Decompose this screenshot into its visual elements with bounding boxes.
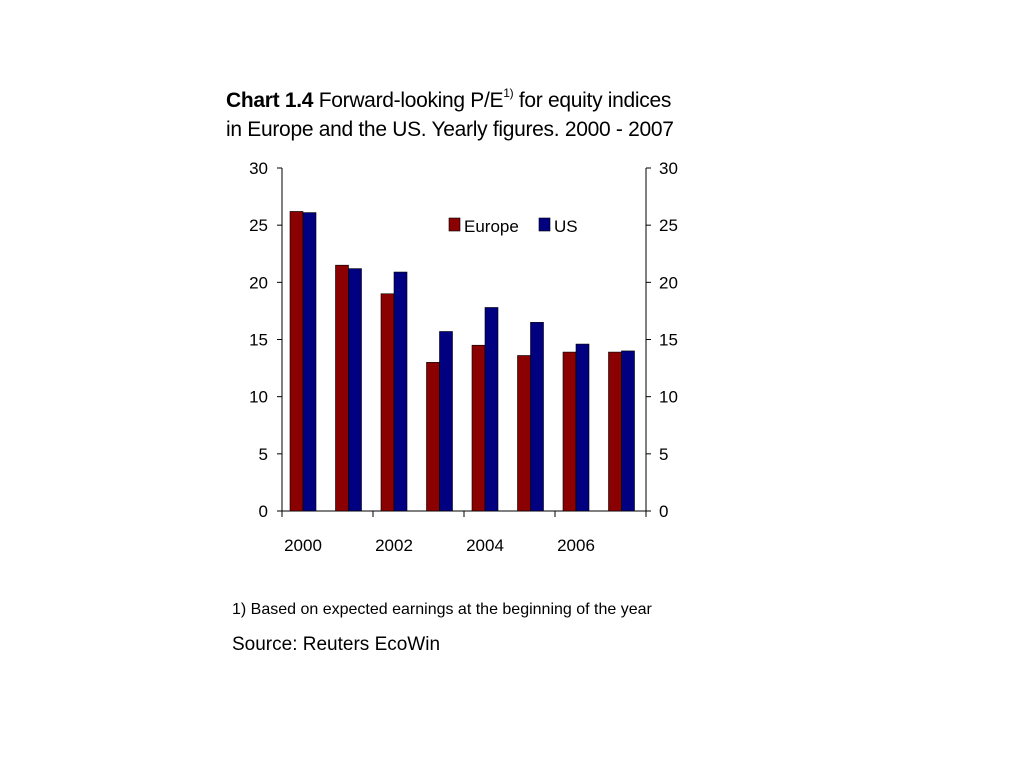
x-tick-label: 2006 [557, 536, 595, 555]
bar-europe-2007 [608, 351, 622, 512]
left-y-tick-label: 15 [249, 331, 268, 350]
title-line1: Forward-looking P/E [318, 89, 504, 112]
bar-europe-2006 [562, 351, 577, 512]
right-y-tick-label: 10 [659, 388, 678, 407]
bar-europe-2002 [380, 293, 395, 512]
legend-label-europe: Europe [464, 217, 519, 236]
source-note: Source: Reuters EcoWin [232, 634, 441, 655]
left-y-tick-label: 10 [249, 388, 268, 407]
title-line2: in Europe and the US. Yearly figures. 20… [226, 118, 674, 141]
bar-us-2006 [575, 343, 590, 512]
bar-us-2005 [530, 322, 544, 512]
bar-europe-2004 [471, 344, 486, 512]
x-tick-label: 2002 [375, 536, 413, 555]
bar-us-2001 [348, 268, 362, 512]
title-footnote-marker: 1) [503, 86, 514, 100]
bar-us-2007 [621, 350, 635, 512]
right-y-tick-label: 15 [659, 331, 678, 350]
bar-europe-2000 [289, 211, 304, 512]
chart-number: Chart 1.4 [226, 89, 314, 112]
left-y-tick-label: 5 [259, 445, 268, 464]
footnote: 1) Based on expected earnings at the beg… [232, 601, 652, 618]
bar-us-2002 [393, 271, 408, 512]
bar-us-2003 [439, 331, 453, 512]
x-tick-label: 2004 [466, 536, 504, 555]
left-y-tick-label: 0 [259, 502, 268, 521]
bar-europe-2001 [335, 264, 349, 512]
right-y-tick-label: 25 [659, 216, 678, 235]
left-y-tick-label: 20 [249, 273, 268, 292]
bar-europe-2003 [426, 362, 440, 512]
legend-swatch-europe [448, 217, 461, 232]
bar-us-2004 [484, 307, 499, 512]
left-y-tick-label: 30 [249, 159, 268, 178]
left-y-tick-label: 25 [249, 216, 268, 235]
bar-us-2000 [302, 212, 317, 512]
right-y-tick-label: 20 [659, 273, 678, 292]
bar-europe-2005 [517, 355, 531, 512]
right-y-tick-label: 30 [659, 159, 678, 178]
right-y-tick-label: 0 [659, 502, 668, 521]
right-y-tick-label: 5 [659, 445, 668, 464]
x-tick-label: 2000 [284, 536, 322, 555]
legend-swatch-us [538, 217, 551, 232]
legend-label-us: US [554, 217, 578, 236]
title-line1-tail: for equity indices [518, 89, 672, 112]
chart-title: Chart 1.4 Forward-looking P/E1) for equi… [226, 86, 746, 144]
